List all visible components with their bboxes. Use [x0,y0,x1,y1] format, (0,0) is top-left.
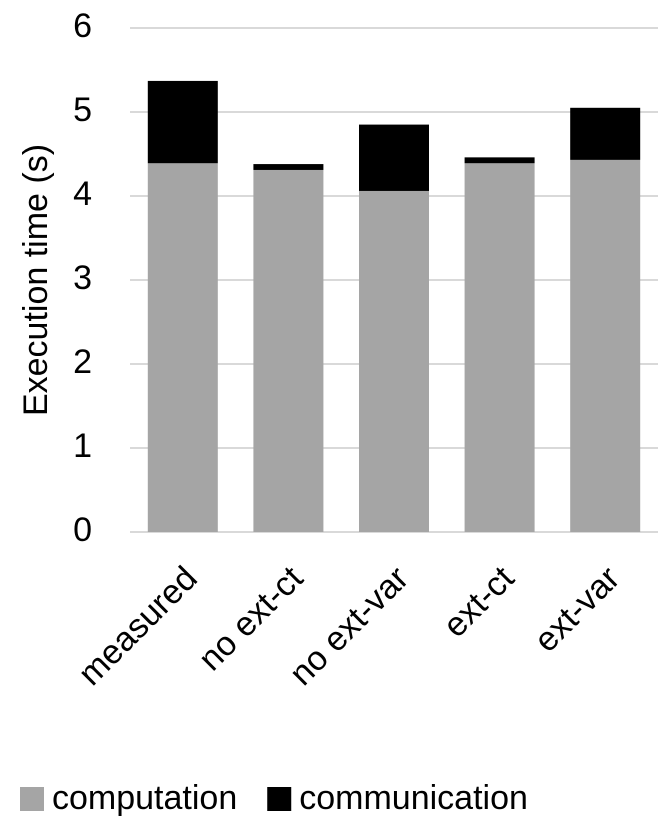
bar-segment [570,159,641,532]
bar-segment [253,169,324,532]
bar-segment [147,80,218,164]
bar-segment [464,157,535,164]
bar-segment [359,190,429,532]
y-axis-title: Execution time (s) [17,144,55,416]
legend-label: communication [299,779,528,817]
y-tick-label: 0 [73,511,92,549]
y-tick-label: 1 [73,427,92,465]
bar-segment [147,163,218,533]
y-tick-label: 5 [73,91,92,129]
legend-label: computation [52,779,237,817]
bar-segment [464,163,535,533]
y-tick-label: 6 [73,7,92,45]
bar-segment [253,164,324,170]
legend-swatch [267,787,292,811]
y-tick-label: 4 [73,175,92,213]
y-tick-label: 3 [73,259,92,297]
y-tick-label: 2 [73,343,92,381]
bar-segment [570,107,641,160]
x-tick-label: ext-var [527,559,627,659]
x-tick-label: measured [71,559,205,693]
legend-swatch [20,787,44,811]
bar-segment [359,124,429,191]
x-tick-label: ext-ct [436,559,522,645]
